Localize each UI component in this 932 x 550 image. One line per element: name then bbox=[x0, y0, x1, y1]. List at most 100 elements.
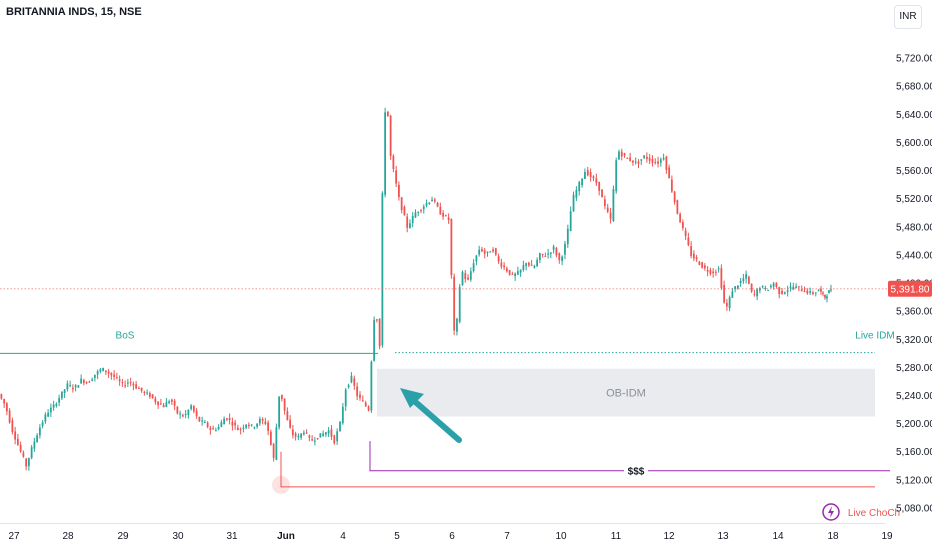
candle-body bbox=[247, 424, 250, 427]
currency-selector[interactable]: INR bbox=[894, 5, 922, 29]
candle-body bbox=[69, 385, 72, 387]
candle-body bbox=[256, 423, 259, 427]
candle-body bbox=[615, 160, 618, 192]
candle-body bbox=[764, 287, 767, 289]
last-price-tag bbox=[888, 280, 932, 297]
live-idm-label: Live IDM bbox=[855, 331, 894, 342]
candle-body bbox=[564, 243, 566, 255]
candle-body bbox=[305, 432, 308, 434]
candle-body bbox=[294, 433, 297, 437]
candle-body bbox=[758, 288, 761, 291]
candle-body bbox=[603, 199, 606, 206]
candle-body bbox=[769, 285, 772, 288]
candle-body bbox=[36, 435, 39, 443]
candle-body bbox=[665, 156, 668, 170]
candle-body bbox=[803, 291, 806, 293]
liquidity-line bbox=[369, 441, 890, 472]
candle-body bbox=[14, 431, 17, 440]
candle-body bbox=[598, 181, 601, 191]
candle-body bbox=[679, 213, 682, 223]
candle-body bbox=[209, 427, 212, 430]
live-choch-label: Live ChoCh bbox=[848, 508, 900, 519]
candle-body bbox=[503, 265, 506, 268]
candle-body bbox=[670, 179, 673, 192]
candle-body bbox=[620, 151, 623, 157]
candle-body bbox=[747, 276, 750, 284]
candle-body bbox=[830, 289, 832, 291]
candle-body bbox=[214, 429, 217, 431]
candle-body bbox=[489, 251, 492, 253]
candle-body bbox=[267, 422, 270, 431]
candle-body bbox=[739, 280, 742, 284]
candle-body bbox=[668, 167, 671, 179]
candle-body bbox=[30, 447, 33, 459]
candle-body bbox=[91, 379, 94, 381]
candle-body bbox=[709, 269, 712, 274]
candle-body bbox=[82, 380, 85, 384]
candle-body bbox=[701, 262, 704, 268]
candle-body bbox=[132, 383, 135, 386]
candle-body bbox=[456, 318, 458, 332]
candle-body bbox=[525, 263, 528, 267]
candle-body bbox=[0, 394, 3, 399]
candle-body bbox=[814, 292, 817, 294]
y-tick-label: 5,360.00 bbox=[896, 307, 932, 318]
candle-body bbox=[60, 391, 63, 399]
candle-body bbox=[373, 319, 376, 361]
candle-body bbox=[126, 382, 129, 384]
candle-body bbox=[500, 262, 503, 267]
arrow-head bbox=[400, 388, 424, 408]
candle-body bbox=[261, 418, 264, 421]
candle-body bbox=[121, 382, 124, 384]
candle-body bbox=[717, 268, 720, 270]
candle-body bbox=[350, 375, 353, 383]
candle-body bbox=[486, 251, 489, 253]
candle-body bbox=[283, 398, 286, 411]
candle-body bbox=[826, 296, 828, 299]
candle-body bbox=[684, 230, 687, 237]
candle-body bbox=[626, 157, 629, 159]
candle-body bbox=[781, 290, 783, 294]
candle-body bbox=[581, 178, 583, 186]
candle-body bbox=[775, 282, 778, 287]
y-tick-label: 5,680.00 bbox=[896, 82, 932, 93]
candle-body bbox=[592, 176, 595, 179]
candle-body bbox=[336, 431, 339, 442]
candle-body bbox=[411, 215, 414, 224]
candle-body bbox=[146, 392, 149, 394]
y-tick-label: 5,560.00 bbox=[896, 166, 932, 177]
candle-body bbox=[140, 387, 143, 391]
liquidity-label: $$$ bbox=[628, 467, 645, 478]
candle-body bbox=[527, 262, 530, 266]
candle-body bbox=[198, 416, 201, 422]
x-tick-label: 14 bbox=[772, 531, 784, 542]
candle-body bbox=[3, 399, 6, 404]
candle-body bbox=[750, 283, 753, 292]
candle-body bbox=[586, 170, 589, 176]
candle-body bbox=[533, 265, 536, 268]
candle-body bbox=[176, 406, 179, 414]
candle-body bbox=[157, 401, 160, 406]
candle-body bbox=[378, 318, 381, 347]
y-tick-label: 5,240.00 bbox=[896, 391, 932, 402]
x-tick-label: 6 bbox=[449, 531, 455, 542]
candle-body bbox=[85, 382, 88, 384]
candle-body bbox=[319, 433, 322, 438]
candle-body bbox=[308, 435, 311, 438]
candle-body bbox=[516, 271, 519, 275]
candle-body bbox=[88, 381, 91, 383]
x-tick-label: 11 bbox=[611, 531, 622, 542]
candle-body bbox=[55, 403, 58, 406]
candle-body bbox=[269, 431, 272, 445]
candle-body bbox=[536, 259, 539, 267]
candle-body bbox=[654, 162, 657, 164]
candle-body bbox=[514, 273, 517, 277]
candle-body bbox=[356, 386, 359, 397]
candle-body bbox=[239, 428, 242, 430]
candle-body bbox=[187, 409, 190, 416]
candle-body bbox=[414, 212, 417, 218]
candle-body bbox=[417, 211, 420, 213]
candle-body bbox=[179, 413, 182, 415]
candle-body bbox=[538, 253, 541, 261]
